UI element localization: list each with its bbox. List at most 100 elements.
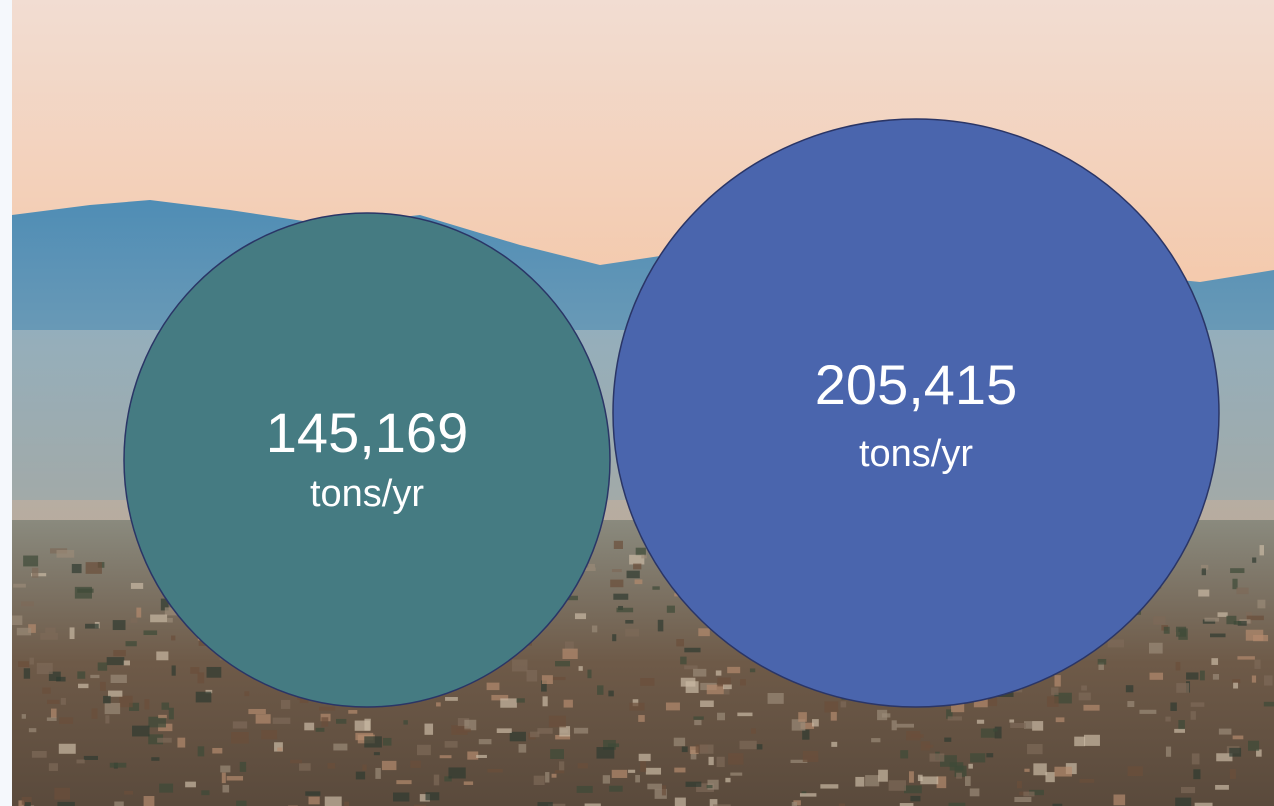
texture	[1045, 772, 1054, 782]
texture	[151, 757, 159, 761]
texture	[700, 701, 714, 707]
texture	[1027, 744, 1043, 754]
texture	[59, 717, 73, 724]
circle-unit: tons/yr	[310, 473, 424, 515]
texture	[1054, 767, 1072, 777]
texture	[77, 589, 93, 593]
texture	[273, 718, 291, 724]
texture	[948, 716, 962, 720]
texture	[445, 697, 458, 701]
texture	[727, 667, 740, 673]
texture	[596, 747, 614, 759]
texture	[831, 712, 837, 721]
texture	[640, 761, 646, 772]
texture	[201, 790, 209, 795]
texture	[1191, 702, 1205, 707]
texture	[1014, 797, 1031, 802]
texture	[686, 681, 699, 693]
texture	[638, 715, 645, 722]
texture	[1081, 686, 1087, 691]
texture	[798, 712, 807, 722]
texture	[248, 709, 265, 714]
texture	[1248, 741, 1259, 751]
texture	[227, 776, 243, 780]
texture	[592, 626, 597, 633]
texture	[162, 703, 170, 710]
texture	[737, 713, 752, 717]
texture	[321, 717, 328, 726]
texture	[878, 770, 888, 782]
texture	[635, 775, 640, 782]
texture	[49, 763, 58, 771]
texture	[304, 723, 314, 731]
texture	[207, 667, 222, 678]
texture	[707, 785, 713, 788]
texture	[25, 802, 31, 806]
texture	[171, 636, 175, 641]
texture	[640, 678, 654, 686]
texture	[965, 776, 971, 786]
texture	[519, 744, 527, 753]
texture	[240, 762, 246, 772]
texture	[698, 628, 710, 636]
texture	[108, 691, 122, 697]
texture	[17, 628, 31, 636]
texture	[157, 738, 172, 743]
texture	[674, 768, 685, 773]
texture	[231, 732, 249, 744]
texture	[148, 717, 166, 728]
texture	[537, 728, 552, 734]
texture	[1164, 627, 1170, 634]
texture	[393, 793, 409, 802]
texture	[1236, 588, 1248, 595]
texture	[855, 777, 864, 787]
texture	[319, 707, 335, 711]
texture	[156, 651, 168, 660]
texture	[13, 584, 26, 588]
texture	[909, 771, 914, 782]
texture	[995, 727, 1002, 739]
texture	[1186, 672, 1198, 679]
texture	[256, 714, 271, 723]
texture	[877, 710, 887, 720]
texture	[18, 661, 29, 667]
texture	[1128, 766, 1143, 776]
texture	[1192, 753, 1200, 764]
texture	[396, 780, 411, 784]
texture	[1211, 658, 1218, 665]
texture	[54, 788, 70, 800]
texture	[325, 797, 342, 806]
texture	[792, 802, 797, 806]
texture	[336, 719, 346, 724]
texture	[904, 785, 922, 793]
texture	[716, 670, 722, 675]
texture	[555, 661, 570, 666]
slide: 145,169 tons/yr 205,415 tons/yr	[0, 0, 1274, 806]
texture	[177, 738, 185, 748]
texture	[1023, 792, 1034, 797]
texture	[751, 728, 756, 733]
texture	[105, 715, 109, 723]
texture	[574, 728, 588, 734]
texture	[612, 569, 622, 572]
texture	[281, 700, 290, 709]
texture	[1127, 701, 1134, 707]
texture	[1033, 763, 1046, 775]
texture	[344, 802, 349, 806]
texture	[768, 693, 784, 704]
texture	[1246, 630, 1263, 641]
texture	[86, 562, 102, 574]
circle-value: 145,169	[266, 401, 468, 464]
texture	[652, 586, 659, 589]
texture	[403, 720, 407, 724]
texture	[564, 700, 573, 708]
texture	[45, 628, 55, 634]
texture	[30, 658, 34, 665]
texture	[614, 541, 623, 549]
texture	[1260, 545, 1264, 555]
texture	[1010, 723, 1026, 728]
texture	[543, 696, 548, 706]
texture	[220, 766, 230, 773]
texture	[1054, 675, 1060, 686]
texture	[1226, 616, 1236, 624]
